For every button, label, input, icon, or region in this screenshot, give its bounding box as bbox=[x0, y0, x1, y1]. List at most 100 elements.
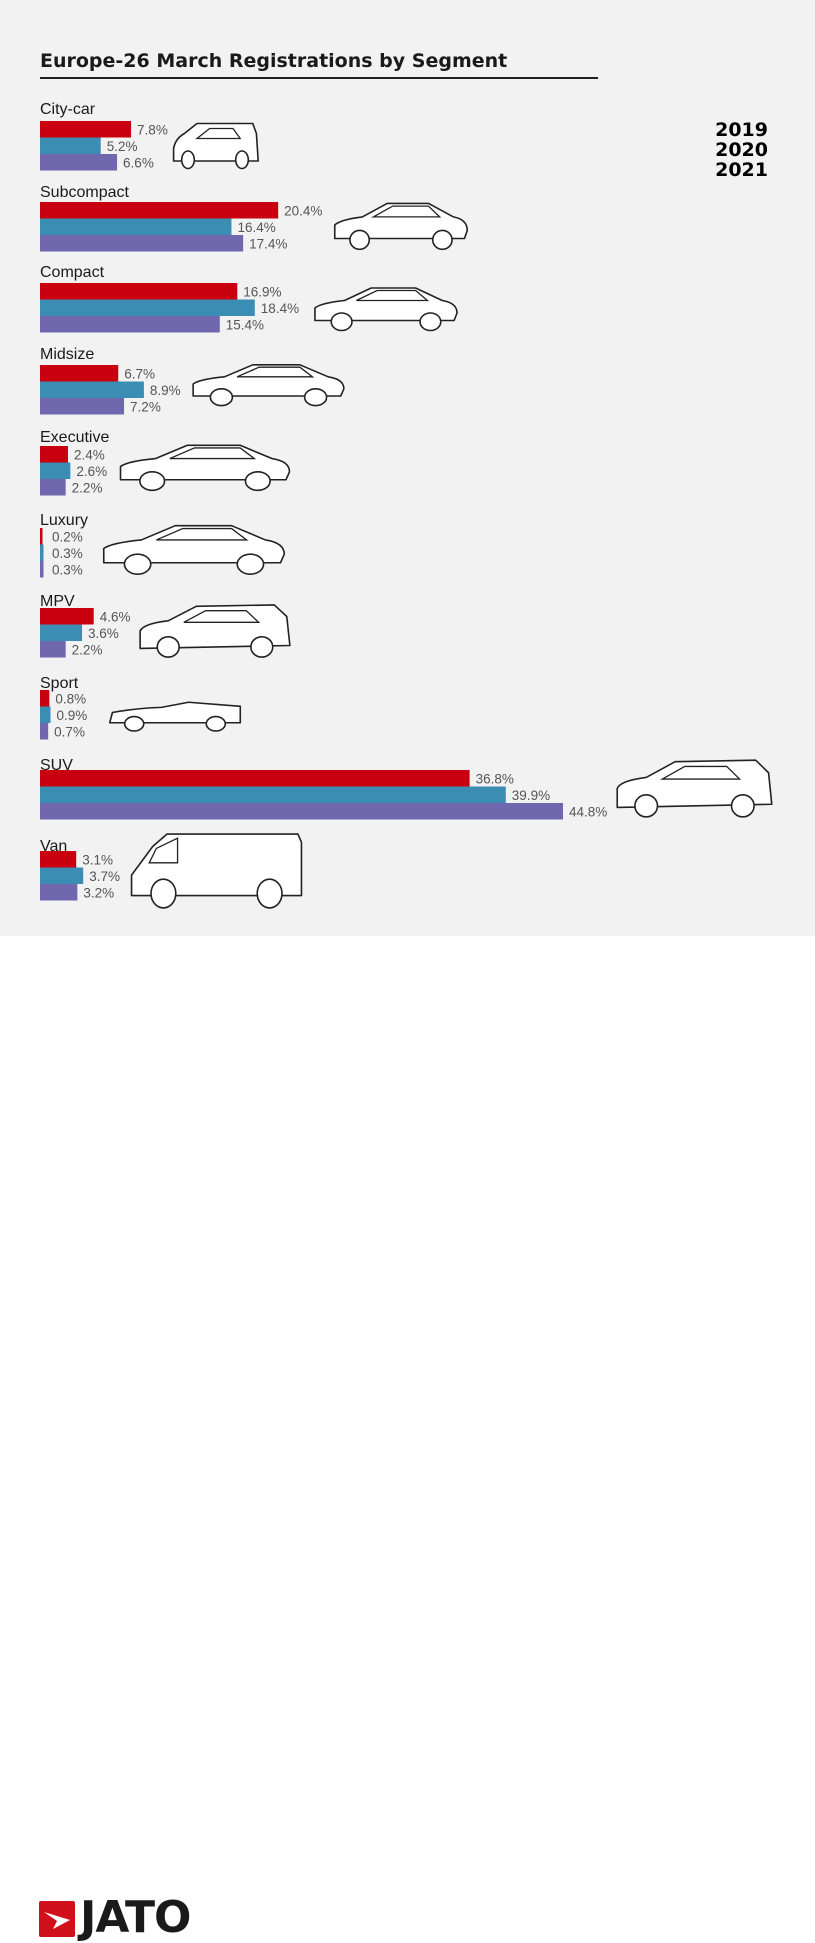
bar-2020 bbox=[40, 544, 44, 561]
bar-2021 bbox=[40, 398, 125, 415]
bar-2020 bbox=[40, 299, 255, 316]
footer: JATO bbox=[0, 936, 815, 1943]
category-label: Sport bbox=[40, 675, 79, 692]
jato-logo-icon bbox=[39, 1901, 75, 1937]
van-icon bbox=[132, 834, 302, 908]
bar-2019 bbox=[40, 365, 119, 382]
car-icon bbox=[335, 203, 467, 249]
category-label: SUV bbox=[40, 757, 73, 774]
bar-2019 bbox=[40, 770, 470, 787]
value-label-2021: 6.6% bbox=[123, 155, 154, 170]
value-label-2019: 36.8% bbox=[476, 771, 514, 786]
bar-2021 bbox=[40, 316, 220, 333]
value-label-2021: 0.3% bbox=[52, 562, 83, 577]
value-label-2019: 6.7% bbox=[124, 366, 155, 381]
value-label-2021: 2.2% bbox=[72, 480, 103, 495]
value-label-2020: 0.9% bbox=[57, 708, 88, 723]
car-icon bbox=[121, 445, 290, 490]
value-label-2019: 0.2% bbox=[52, 529, 83, 544]
bar-2019 bbox=[40, 121, 132, 138]
value-label-2019: 3.1% bbox=[82, 852, 113, 867]
bar-2020 bbox=[40, 462, 71, 479]
value-label-2021: 44.8% bbox=[569, 804, 607, 819]
bar-2020 bbox=[40, 867, 84, 884]
value-label-2021: 7.2% bbox=[130, 399, 161, 414]
value-label-2020: 3.6% bbox=[88, 626, 119, 641]
bar-2020 bbox=[40, 381, 144, 398]
bar-2019 bbox=[40, 446, 69, 463]
value-label-2020: 5.2% bbox=[107, 139, 138, 154]
value-label-2020: 2.6% bbox=[76, 464, 107, 479]
segment-midsize: Midsize 6.7% 8.9%7.2% bbox=[40, 346, 344, 415]
bar-2019 bbox=[40, 851, 77, 868]
bar-2020 bbox=[40, 786, 506, 803]
bar-2020 bbox=[40, 624, 83, 641]
value-label-2019: 2.4% bbox=[74, 447, 105, 462]
value-label-2019: 16.9% bbox=[243, 284, 281, 299]
car-icon bbox=[174, 124, 259, 169]
bar-2020 bbox=[40, 706, 51, 723]
bar-2019 bbox=[40, 528, 43, 545]
value-label-2020: 18.4% bbox=[261, 301, 299, 316]
jato-logo: JATO bbox=[80, 1892, 191, 1943]
legend-2021: 2021 bbox=[715, 159, 768, 181]
segment-subcompact: Subcompact 20.4% 16.4%17.4% bbox=[40, 184, 467, 252]
legend-2019: 2019 bbox=[715, 119, 768, 141]
value-label-2020: 39.9% bbox=[512, 788, 550, 803]
value-label-2021: 3.2% bbox=[83, 885, 114, 900]
car-icon bbox=[104, 526, 284, 574]
value-label-2019: 20.4% bbox=[284, 203, 322, 218]
bar-2021 bbox=[40, 884, 78, 901]
bar-2019 bbox=[40, 202, 279, 219]
category-label: Luxury bbox=[40, 512, 88, 529]
category-label: City-car bbox=[40, 101, 96, 118]
segment-mpv: MPV 4.6% 3.6%2.2% bbox=[40, 593, 290, 658]
car-icon bbox=[617, 760, 772, 817]
bar-2020 bbox=[40, 218, 232, 235]
category-label: Executive bbox=[40, 429, 109, 446]
category-label: Midsize bbox=[40, 346, 94, 363]
category-label: Van bbox=[40, 838, 67, 855]
value-label-2020: 3.7% bbox=[89, 869, 120, 884]
segment-van: Van 3.1% 3.7%3.2% bbox=[40, 834, 301, 908]
legend: 2019 2020 2021 bbox=[715, 119, 768, 181]
segment-suv: SUV 36.8% 39.9% 44.8% bbox=[40, 757, 772, 820]
car-icon bbox=[140, 605, 290, 657]
bar-2021 bbox=[40, 723, 49, 740]
bar-2021 bbox=[40, 561, 44, 578]
bar-2021 bbox=[40, 154, 118, 171]
bar-2021 bbox=[40, 479, 66, 496]
value-label-2019: 7.8% bbox=[137, 122, 168, 137]
chart: Europe-26 March Registrations by Segment… bbox=[40, 50, 815, 936]
bar-2021 bbox=[40, 235, 244, 252]
car-icon bbox=[193, 365, 344, 406]
car-icon bbox=[315, 288, 457, 331]
bar-2020 bbox=[40, 137, 101, 154]
value-label-2020: 0.3% bbox=[52, 546, 83, 561]
value-label-2019: 4.6% bbox=[100, 609, 131, 624]
value-label-2019: 0.8% bbox=[55, 691, 86, 706]
chart-title: Europe-26 March Registrations by Segment bbox=[40, 50, 507, 72]
value-label-2021: 0.7% bbox=[54, 724, 85, 739]
bar-2021 bbox=[40, 803, 563, 820]
value-label-2020: 16.4% bbox=[237, 220, 275, 235]
value-label-2021: 17.4% bbox=[249, 236, 287, 251]
value-label-2021: 15.4% bbox=[226, 317, 264, 332]
segment-city-car: City-car 7.8% 5.2%6.6% bbox=[40, 101, 258, 171]
chart-area: Europe-26 March Registrations by Segment… bbox=[0, 0, 815, 936]
category-label: Subcompact bbox=[40, 184, 129, 201]
segment-compact: Compact 16.9% 18.4%15.4% bbox=[40, 264, 457, 333]
bar-2019 bbox=[40, 283, 238, 300]
value-label-2021: 2.2% bbox=[72, 642, 103, 657]
bar-2019 bbox=[40, 608, 94, 625]
bar-2021 bbox=[40, 641, 66, 658]
value-label-2020: 8.9% bbox=[150, 383, 181, 398]
bar-2019 bbox=[40, 690, 50, 707]
category-label: MPV bbox=[40, 593, 75, 610]
car-icon bbox=[110, 702, 241, 731]
legend-2020: 2020 bbox=[715, 139, 768, 161]
category-label: Compact bbox=[40, 264, 105, 281]
